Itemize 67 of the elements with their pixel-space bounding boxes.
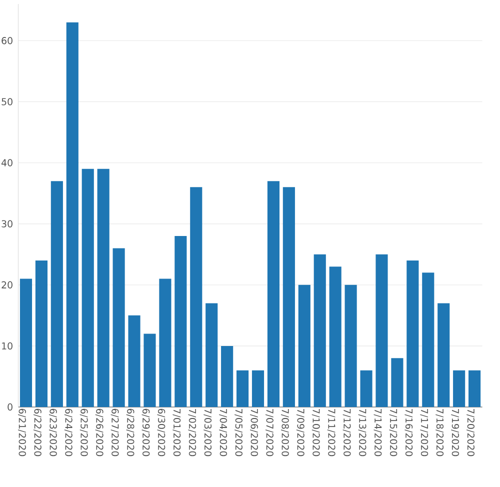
x-tick-label: 7/06/2020 <box>250 408 258 456</box>
bar <box>112 248 125 407</box>
bar <box>344 284 357 407</box>
y-tick-label: 40 <box>1 159 12 166</box>
x-tick-label: 6/30/2020 <box>157 408 166 456</box>
x-tick-label: 7/05/2020 <box>234 408 242 456</box>
bar <box>267 181 280 407</box>
x-tick-label: 6/27/2020 <box>110 408 119 456</box>
x-tick-label: 6/25/2020 <box>80 408 88 456</box>
bar <box>50 181 63 407</box>
y-tick-label: 20 <box>2 281 12 288</box>
x-tick-label: 7/12/2020 <box>342 408 351 456</box>
bar <box>236 370 249 407</box>
x-tick-label: 7/02/2020 <box>188 408 196 456</box>
x-tick-label: 7/03/2020 <box>204 408 212 456</box>
bar <box>314 254 326 407</box>
x-tick-label: 7/14/2020 <box>374 408 382 456</box>
x-tick-label: 7/04/2020 <box>219 408 228 456</box>
bar <box>329 266 342 407</box>
bar <box>282 187 295 407</box>
bar <box>159 278 172 407</box>
bar <box>298 284 310 407</box>
x-tick-label: 7/17/2020 <box>420 408 428 456</box>
x-tick-label: 7/01/2020 <box>172 408 181 456</box>
bar <box>468 370 481 407</box>
x-tick-label: 6/21/2020 <box>18 408 26 456</box>
y-tick-label: 60 <box>2 37 12 44</box>
bar <box>97 168 110 407</box>
x-tick-label: 6/28/2020 <box>126 408 134 456</box>
bar <box>252 370 264 407</box>
x-tick-label: 7/07/2020 <box>266 408 274 456</box>
x-tick-label: 7/13/2020 <box>358 408 366 456</box>
bar <box>391 358 404 407</box>
bar <box>221 346 234 407</box>
x-tick-label: 6/24/2020 <box>64 408 72 456</box>
bar <box>20 278 32 407</box>
bar <box>174 236 187 407</box>
x-tick-label: 6/23/2020 <box>48 408 57 456</box>
bar <box>82 168 94 407</box>
y-tick-label: 10 <box>2 342 12 350</box>
x-tick-label: 6/29/2020 <box>142 408 150 456</box>
x-tick-label: 7/16/2020 <box>404 408 413 456</box>
bar <box>66 22 78 407</box>
x-tick-label: 7/10/2020 <box>312 408 320 456</box>
x-tick-label: 7/09/2020 <box>296 408 304 456</box>
x-tick-label: 7/18/2020 <box>436 408 444 456</box>
bar <box>406 260 419 407</box>
x-tick-label: 6/26/2020 <box>95 408 104 456</box>
y-tick-label: 30 <box>2 220 12 228</box>
bar <box>190 187 202 407</box>
y-tick-label: 50 <box>2 98 12 106</box>
x-tick-label: 7/20/2020 <box>466 408 474 456</box>
x-tick-label: 6/22/2020 <box>34 408 42 456</box>
bar <box>376 254 388 407</box>
x-tick-label: 7/11/2020 <box>327 408 336 456</box>
bar <box>206 303 218 407</box>
x-tick-label: 7/15/2020 <box>389 408 398 456</box>
y-tick-label: 0 <box>8 403 12 411</box>
bar <box>144 334 156 407</box>
bar <box>438 303 450 407</box>
bar <box>453 370 466 407</box>
x-tick-label: 7/19/2020 <box>451 408 460 456</box>
x-tick-label: 7/08/2020 <box>280 408 289 456</box>
bar <box>360 370 372 407</box>
bar <box>128 315 140 407</box>
bar <box>35 260 48 407</box>
bar <box>422 272 434 407</box>
